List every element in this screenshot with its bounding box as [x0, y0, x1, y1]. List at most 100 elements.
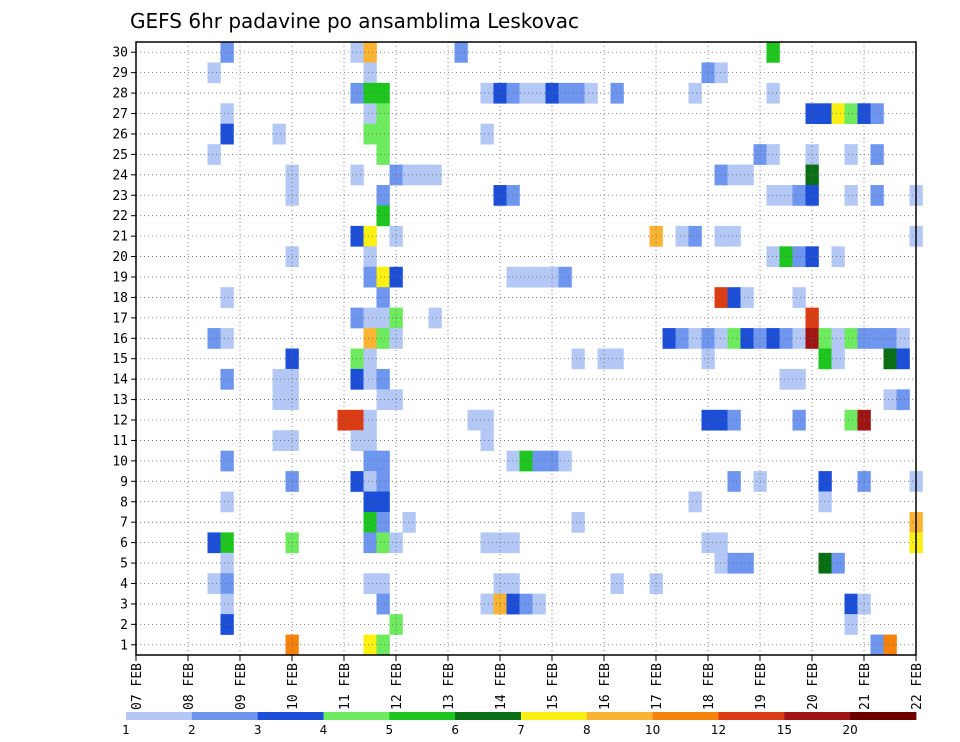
heat-cell — [363, 532, 377, 554]
heat-cell — [779, 246, 793, 268]
heat-cell — [363, 225, 377, 247]
colorbar-segment — [389, 712, 456, 720]
heat-cell — [376, 123, 390, 145]
heat-cell — [532, 82, 546, 104]
heat-cell — [376, 205, 390, 227]
colorbar-segment — [455, 712, 522, 720]
heat-cell — [480, 123, 494, 145]
y-tick-label: 13 — [112, 393, 128, 408]
y-tick-label: 26 — [112, 127, 128, 142]
heat-cell — [376, 368, 390, 390]
chart-title: GEFS 6hr padavine po ansamblima Leskovac — [130, 9, 579, 33]
heat-cell — [376, 266, 390, 288]
heat-cell — [428, 307, 442, 329]
colorbar-segment — [521, 712, 588, 720]
x-tick-label: 12 FEB — [390, 663, 405, 710]
heat-cell — [506, 82, 520, 104]
colorbar-label: 3 — [254, 723, 262, 737]
heat-cell — [792, 368, 806, 390]
heat-cell — [506, 450, 520, 472]
heat-cell — [519, 593, 533, 615]
colorbar-segment — [718, 712, 785, 720]
heat-cell — [272, 389, 286, 411]
x-axis: 07 FEB 08 FEB 09 FEB 10 FEB 11 FEB 12 FEB 13 F… — [130, 655, 925, 710]
heat-cell — [480, 82, 494, 104]
heat-cell — [220, 573, 234, 594]
heat-cell — [363, 103, 377, 125]
heat-cell — [675, 328, 689, 349]
heat-cell — [558, 266, 572, 288]
heat-cell — [363, 368, 377, 390]
colorbar-label: 8 — [583, 723, 591, 737]
colorbar-label: 20 — [843, 723, 858, 737]
y-axis: 1234567891011121314151617181920212223242… — [112, 46, 136, 653]
colorbar-segment — [126, 712, 193, 720]
x-tick-label: 14 FEB — [494, 663, 509, 710]
heat-cell — [870, 328, 884, 349]
x-tick-label: 17 FEB — [650, 663, 665, 710]
heat-cell — [350, 471, 364, 492]
heat-cell — [675, 225, 689, 247]
heat-cell — [766, 328, 780, 349]
heat-cell — [766, 246, 780, 268]
x-tick-label: 08 FEB — [182, 663, 197, 710]
heat-cell — [454, 42, 468, 63]
heat-cell — [883, 328, 897, 349]
x-tick-label: 15 FEB — [546, 663, 561, 710]
heat-cell — [844, 593, 858, 615]
heat-cell — [376, 593, 390, 615]
heat-cell — [350, 430, 364, 451]
heat-cell — [766, 144, 780, 165]
y-tick-label: 1 — [120, 638, 128, 653]
y-tick-label: 18 — [112, 291, 128, 306]
heat-cell — [714, 328, 728, 349]
x-tick-label: 09 FEB — [234, 663, 249, 710]
heat-cell — [363, 42, 377, 63]
heat-cell — [831, 552, 845, 574]
heat-cell — [883, 634, 897, 656]
heat-cell — [376, 103, 390, 125]
heat-cell — [376, 307, 390, 329]
heat-cell — [376, 82, 390, 104]
heat-cell — [571, 511, 585, 533]
heat-cell — [220, 287, 234, 308]
heat-cell — [714, 287, 728, 308]
heat-cell — [363, 573, 377, 594]
heat-cell — [571, 348, 585, 370]
heat-cell — [766, 82, 780, 104]
y-tick-label: 21 — [112, 230, 128, 245]
heat-cell — [779, 328, 793, 349]
heat-cell — [714, 225, 728, 247]
heat-cell — [506, 573, 520, 594]
colorbar-label: 4 — [320, 723, 328, 737]
heat-cell — [350, 368, 364, 390]
y-tick-label: 28 — [112, 87, 128, 102]
y-tick-label: 7 — [120, 516, 128, 531]
heat-cell — [740, 164, 754, 186]
heat-cell — [571, 82, 585, 104]
heat-cell — [402, 511, 416, 533]
heat-cell — [506, 593, 520, 615]
heat-cell — [220, 552, 234, 574]
heat-cell — [220, 368, 234, 390]
heat-cell — [376, 532, 390, 554]
colorbar-label: 6 — [451, 723, 459, 737]
x-tick-label: 18 FEB — [702, 663, 717, 710]
heat-cell — [363, 491, 377, 513]
heat-cell — [688, 82, 702, 104]
x-tick-label: 20 FEB — [806, 663, 821, 710]
heat-cell — [792, 185, 806, 206]
heat-cell — [220, 491, 234, 513]
heat-cell — [870, 103, 884, 125]
heat-cell — [376, 287, 390, 308]
heat-cell — [714, 552, 728, 574]
heat-cell — [714, 164, 728, 186]
heat-cell — [792, 246, 806, 268]
heat-cell — [870, 185, 884, 206]
y-tick-label: 14 — [112, 373, 128, 388]
colorbar-label: 5 — [386, 723, 394, 737]
heat-cell — [376, 144, 390, 165]
heat-cell — [207, 532, 221, 554]
heat-cell — [480, 593, 494, 615]
